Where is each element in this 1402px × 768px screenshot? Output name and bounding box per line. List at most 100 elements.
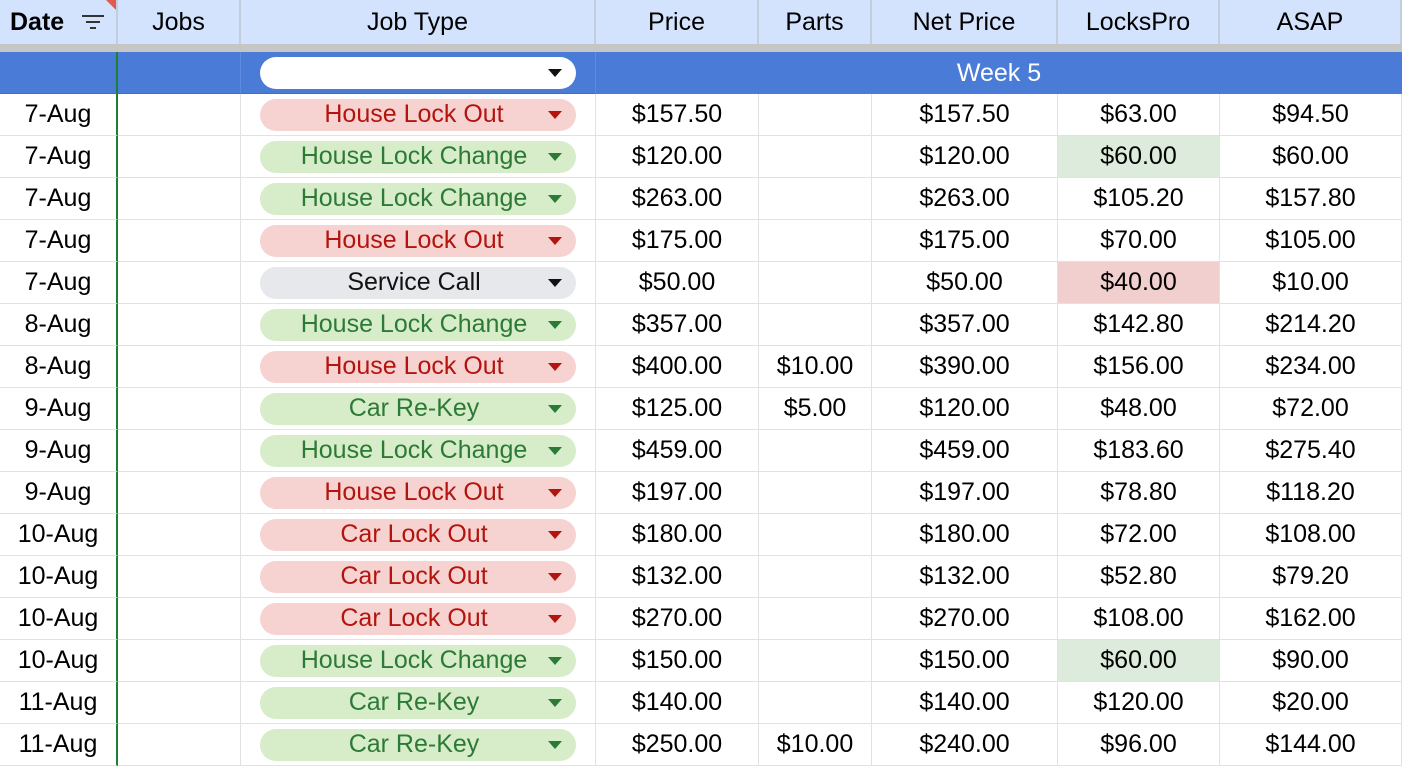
- price-cell[interactable]: $250.00: [596, 724, 759, 766]
- lockspro-cell[interactable]: $142.80: [1058, 304, 1220, 346]
- date-cell[interactable]: 7-Aug: [0, 136, 118, 178]
- asap-cell[interactable]: $10.00: [1220, 262, 1402, 304]
- header-lockspro[interactable]: LocksPro: [1058, 0, 1220, 44]
- date-cell[interactable]: 9-Aug: [0, 430, 118, 472]
- job-type-chip[interactable]: House Lock Out: [260, 476, 576, 509]
- header-net-price[interactable]: Net Price: [872, 0, 1058, 44]
- asap-cell[interactable]: $72.00: [1220, 388, 1402, 430]
- job-type-chip[interactable]: Car Lock Out: [260, 602, 576, 635]
- net-price-cell[interactable]: $120.00: [872, 136, 1058, 178]
- jobs-cell[interactable]: [118, 304, 241, 346]
- net-price-cell[interactable]: $357.00: [872, 304, 1058, 346]
- asap-cell[interactable]: $162.00: [1220, 598, 1402, 640]
- asap-cell[interactable]: $79.20: [1220, 556, 1402, 598]
- parts-cell[interactable]: [759, 136, 872, 178]
- jobs-cell[interactable]: [118, 136, 241, 178]
- lockspro-cell[interactable]: $183.60: [1058, 430, 1220, 472]
- job-type-cell[interactable]: Car Lock Out: [241, 598, 596, 640]
- date-cell[interactable]: 10-Aug: [0, 640, 118, 682]
- date-cell[interactable]: 10-Aug: [0, 514, 118, 556]
- lockspro-cell[interactable]: $96.00: [1058, 724, 1220, 766]
- date-cell[interactable]: 10-Aug: [0, 556, 118, 598]
- job-type-chip[interactable]: House Lock Change: [260, 140, 576, 173]
- asap-cell[interactable]: $234.00: [1220, 346, 1402, 388]
- parts-cell[interactable]: [759, 430, 872, 472]
- price-cell[interactable]: $357.00: [596, 304, 759, 346]
- asap-cell[interactable]: $275.40: [1220, 430, 1402, 472]
- net-price-cell[interactable]: $180.00: [872, 514, 1058, 556]
- price-cell[interactable]: $180.00: [596, 514, 759, 556]
- date-cell[interactable]: 10-Aug: [0, 598, 118, 640]
- date-cell[interactable]: 9-Aug: [0, 388, 118, 430]
- jobs-cell[interactable]: [118, 178, 241, 220]
- parts-cell[interactable]: [759, 220, 872, 262]
- net-price-cell[interactable]: $140.00: [872, 682, 1058, 724]
- date-cell[interactable]: 7-Aug: [0, 94, 118, 136]
- parts-cell[interactable]: [759, 640, 872, 682]
- job-type-chip[interactable]: House Lock Change: [260, 308, 576, 341]
- net-price-cell[interactable]: $390.00: [872, 346, 1058, 388]
- jobs-cell[interactable]: [118, 472, 241, 514]
- job-type-cell[interactable]: Car Re-Key: [241, 388, 596, 430]
- lockspro-cell[interactable]: $108.00: [1058, 598, 1220, 640]
- lockspro-cell[interactable]: $156.00: [1058, 346, 1220, 388]
- job-type-cell[interactable]: House Lock Out: [241, 472, 596, 514]
- jobs-cell[interactable]: [118, 640, 241, 682]
- parts-cell[interactable]: [759, 304, 872, 346]
- price-cell[interactable]: $400.00: [596, 346, 759, 388]
- parts-cell[interactable]: $5.00: [759, 388, 872, 430]
- freeze-divider[interactable]: [0, 44, 1402, 52]
- job-type-chip[interactable]: Service Call: [260, 266, 576, 299]
- net-price-cell[interactable]: $240.00: [872, 724, 1058, 766]
- jobs-cell[interactable]: [118, 724, 241, 766]
- job-type-chip[interactable]: Car Lock Out: [260, 518, 576, 551]
- price-cell[interactable]: $150.00: [596, 640, 759, 682]
- job-type-cell[interactable]: House Lock Out: [241, 346, 596, 388]
- date-cell[interactable]: 7-Aug: [0, 220, 118, 262]
- lockspro-cell[interactable]: $72.00: [1058, 514, 1220, 556]
- job-type-chip[interactable]: House Lock Change: [260, 434, 576, 467]
- job-type-dropdown[interactable]: [260, 56, 576, 89]
- price-cell[interactable]: $270.00: [596, 598, 759, 640]
- net-price-cell[interactable]: $50.00: [872, 262, 1058, 304]
- job-type-cell[interactable]: House Lock Change: [241, 430, 596, 472]
- parts-cell[interactable]: [759, 94, 872, 136]
- job-type-chip[interactable]: House Lock Out: [260, 98, 576, 131]
- date-cell[interactable]: 8-Aug: [0, 346, 118, 388]
- asap-cell[interactable]: $105.00: [1220, 220, 1402, 262]
- date-cell[interactable]: 8-Aug: [0, 304, 118, 346]
- price-cell[interactable]: $263.00: [596, 178, 759, 220]
- parts-cell[interactable]: [759, 598, 872, 640]
- asap-cell[interactable]: $144.00: [1220, 724, 1402, 766]
- job-type-cell[interactable]: House Lock Out: [241, 94, 596, 136]
- lockspro-cell[interactable]: $60.00: [1058, 640, 1220, 682]
- date-cell[interactable]: 7-Aug: [0, 262, 118, 304]
- asap-cell[interactable]: $108.00: [1220, 514, 1402, 556]
- asap-cell[interactable]: $214.20: [1220, 304, 1402, 346]
- asap-cell[interactable]: $20.00: [1220, 682, 1402, 724]
- parts-cell[interactable]: [759, 472, 872, 514]
- jobs-cell[interactable]: [118, 220, 241, 262]
- header-asap[interactable]: ASAP: [1220, 0, 1402, 44]
- lockspro-cell[interactable]: $120.00: [1058, 682, 1220, 724]
- jobs-cell[interactable]: [118, 598, 241, 640]
- date-cell[interactable]: 9-Aug: [0, 472, 118, 514]
- week-job-type-cell[interactable]: [241, 52, 596, 94]
- job-type-cell[interactable]: House Lock Change: [241, 304, 596, 346]
- job-type-cell[interactable]: Car Re-Key: [241, 682, 596, 724]
- job-type-chip[interactable]: House Lock Out: [260, 224, 576, 257]
- parts-cell[interactable]: [759, 682, 872, 724]
- date-cell[interactable]: 11-Aug: [0, 682, 118, 724]
- job-type-chip[interactable]: Car Re-Key: [260, 728, 576, 761]
- parts-cell[interactable]: [759, 514, 872, 556]
- price-cell[interactable]: $175.00: [596, 220, 759, 262]
- lockspro-cell[interactable]: $105.20: [1058, 178, 1220, 220]
- filter-icon[interactable]: [82, 14, 104, 30]
- header-date[interactable]: Date: [0, 0, 118, 44]
- net-price-cell[interactable]: $263.00: [872, 178, 1058, 220]
- job-type-cell[interactable]: Car Lock Out: [241, 514, 596, 556]
- parts-cell[interactable]: [759, 178, 872, 220]
- jobs-cell[interactable]: [118, 262, 241, 304]
- parts-cell[interactable]: $10.00: [759, 724, 872, 766]
- net-price-cell[interactable]: $132.00: [872, 556, 1058, 598]
